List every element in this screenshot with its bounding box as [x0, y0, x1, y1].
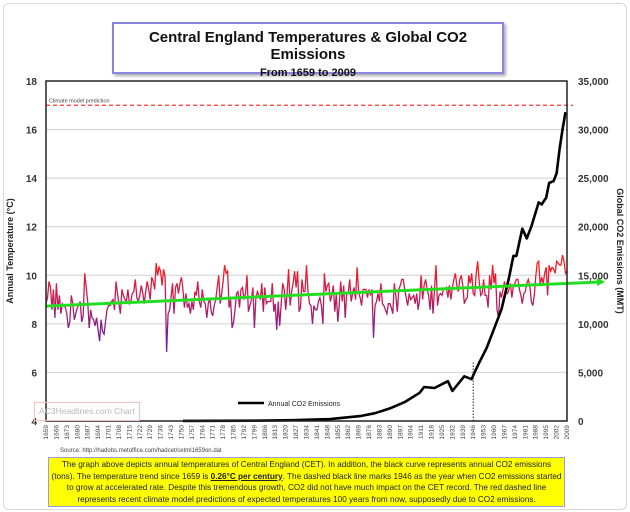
x-tick-label: 1729: [147, 425, 154, 440]
x-tick-label: 1715: [126, 425, 133, 440]
y-left-tick-label: 8: [31, 320, 37, 331]
x-tick-label: 1932: [449, 425, 456, 440]
chart-title: Central England Temperatures & Global CO…: [148, 29, 468, 63]
x-tick-label: 1799: [251, 425, 258, 440]
x-tick-label: 1750: [178, 425, 185, 440]
x-tick-label: 1988: [533, 425, 540, 440]
x-tick-label: 1785: [231, 425, 238, 440]
x-tick-label: 1659: [43, 425, 50, 440]
y-left-tick-label: 12: [26, 223, 38, 234]
y-left-axis-title: Annual Temperature (°C): [5, 198, 15, 303]
y-left-tick-label: 4: [31, 417, 37, 428]
note-highlight: 0.26°C per century: [210, 471, 283, 481]
x-tick-label: 1960: [491, 425, 498, 440]
x-tick-label: 1827: [293, 425, 300, 440]
x-tick-label: 1736: [158, 425, 165, 440]
co2-series-line: [182, 111, 567, 423]
x-tick-label: 1813: [272, 425, 279, 440]
y-left-tick-label: 6: [31, 368, 37, 379]
x-tick-label: 2009: [564, 425, 571, 440]
x-tick-label: 1722: [137, 425, 144, 440]
x-tick-label: 1855: [335, 425, 342, 440]
x-tick-label: 1666: [53, 425, 60, 440]
legend-co2-label: Annual CO2 Emissions: [268, 401, 340, 408]
x-tick-label: 1925: [439, 425, 446, 440]
y-right-tick-label: 15,000: [578, 271, 609, 282]
x-tick-label: 1890: [387, 425, 394, 440]
x-tick-label: 1918: [429, 425, 436, 440]
x-tick-label: 1841: [314, 425, 321, 440]
x-tick-label: 1778: [220, 425, 227, 440]
x-tick-label: 1904: [408, 425, 415, 440]
plot-area-border: [45, 80, 568, 422]
x-tick-label: 1848: [324, 425, 331, 440]
x-tick-label: 1680: [74, 425, 81, 440]
y-right-tick-label: 35,000: [578, 77, 609, 88]
x-tick-label: 1673: [64, 425, 71, 440]
note-text-1: The graph above depicts annual temperatu…: [51, 460, 552, 481]
x-tick-label: 1974: [512, 425, 519, 440]
title-box: Central England Temperatures & Global CO…: [112, 22, 504, 79]
temperature-series-line: [45, 254, 568, 353]
x-tick-label: 1834: [304, 425, 311, 440]
x-tick-label: 1694: [95, 425, 102, 440]
x-tick-label: 2002: [554, 425, 561, 440]
y-left-tick-label: 10: [26, 271, 38, 282]
y-left-tick-label: 14: [26, 174, 38, 185]
x-tick-label: 1743: [168, 425, 175, 440]
x-tick-label: 1771: [210, 425, 217, 440]
y-right-tick-label: 0: [578, 417, 584, 428]
x-tick-label: 1946: [470, 425, 477, 440]
x-tick-label: 1687: [85, 425, 92, 440]
x-tick-label: 1911: [418, 425, 425, 439]
prediction-label: Climate model prediction: [49, 98, 110, 104]
y-left-tick-label: 18: [26, 77, 38, 88]
x-tick-label: 1792: [241, 425, 248, 440]
y-right-tick-label: 20,000: [578, 223, 609, 234]
y-right-tick-label: 5,000: [578, 368, 603, 379]
note-text-2: . The dashed black line marks 1946 as th…: [66, 471, 562, 504]
x-tick-label: 1939: [460, 425, 467, 440]
y-right-tick-label: 25,000: [578, 174, 609, 185]
x-tick-label: 1876: [366, 425, 373, 440]
x-tick-label: 1953: [481, 425, 488, 440]
x-tick-label: 1967: [501, 425, 508, 440]
x-tick-label: 1869: [356, 425, 363, 440]
x-tick-label: 1820: [283, 425, 290, 440]
y-right-tick-label: 30,000: [578, 126, 609, 137]
x-tick-label: 1981: [522, 425, 529, 440]
description-box: The graph above depicts annual temperatu…: [48, 457, 565, 507]
x-tick-label: 1757: [189, 425, 196, 440]
x-tick-label: 1862: [345, 425, 352, 440]
trend-line: [45, 278, 605, 308]
x-tick-label: 1883: [376, 425, 383, 440]
x-tick-label: 1806: [262, 425, 269, 440]
chart-frame: [3, 3, 627, 510]
x-tick-label: 1897: [397, 425, 404, 440]
x-tick-label: 1764: [199, 425, 206, 440]
y-left-tick-label: 16: [26, 126, 38, 137]
y-right-tick-label: 10,000: [578, 320, 609, 331]
chart-subtitle: From 1659 to 2009: [260, 67, 356, 79]
source-text: Source: http://hadobs.metoffice.com/hadc…: [60, 448, 222, 454]
x-tick-label: 1995: [543, 425, 550, 440]
x-tick-label: 1701: [106, 425, 113, 440]
x-tick-label: 1708: [116, 425, 123, 440]
y-right-axis-title: Global CO2 Emissions (MMT): [615, 188, 625, 314]
watermark: AC3Headlines.com Chart: [34, 402, 140, 421]
